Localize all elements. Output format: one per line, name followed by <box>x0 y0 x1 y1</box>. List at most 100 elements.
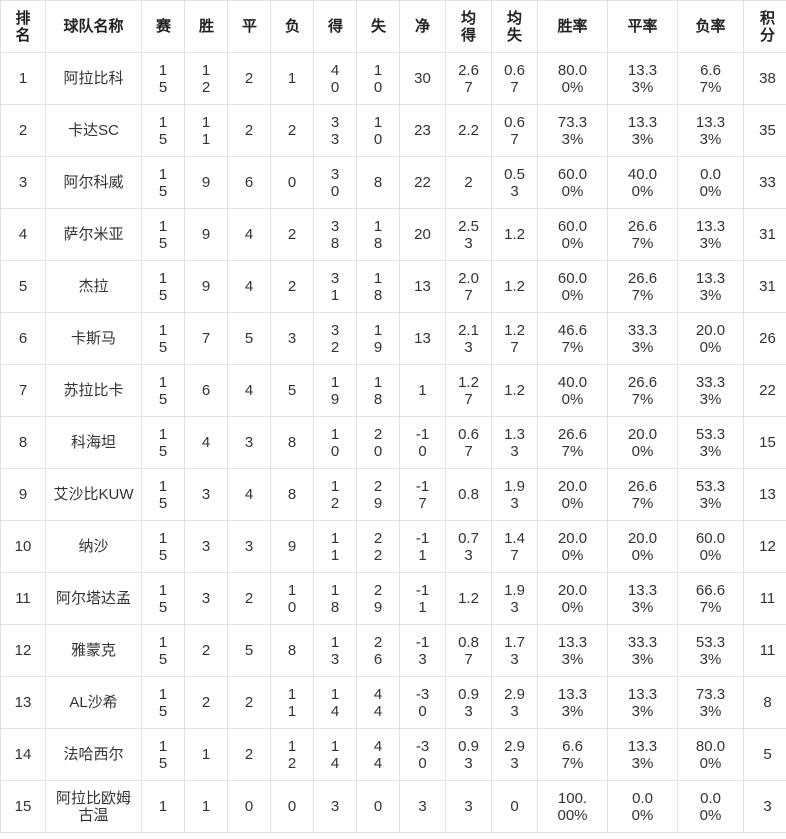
cell-losses: 2 <box>270 208 314 261</box>
column-header-loss_rate: 负率 <box>677 0 744 53</box>
cell-goals_against: 18 <box>356 260 400 313</box>
cell-loss_rate: 53.33% <box>677 468 744 521</box>
cell-avg_goals_for: 0.93 <box>445 676 492 729</box>
cell-win_rate: 100.00% <box>537 780 608 833</box>
column-header-points: 积分 <box>743 0 786 53</box>
cell-wins: 1 <box>184 728 228 781</box>
table-row: 11 阿尔塔达孟 15 3 2 10 18 29 -11 1.2 1.93 20.00% 13.33% 6… <box>0 572 786 625</box>
cell-draw_rate: 13.33% <box>607 676 678 729</box>
cell-rank: 15 <box>0 780 46 833</box>
cell-team: 科海坦 <box>45 416 142 469</box>
cell-win_rate: 13.33% <box>537 624 608 677</box>
cell-wins: 9 <box>184 156 228 209</box>
cell-team: 雅蒙克 <box>45 624 142 677</box>
cell-points: 13 <box>743 468 786 521</box>
cell-draws: 2 <box>227 104 271 157</box>
cell-wins: 3 <box>184 520 228 573</box>
cell-goals_for: 14 <box>313 676 357 729</box>
cell-avg_goals_for: 0.67 <box>445 416 492 469</box>
cell-points: 5 <box>743 728 786 781</box>
cell-goal_diff: 1 <box>399 364 446 417</box>
cell-avg_goals_against: 1.2 <box>491 208 538 261</box>
cell-goal_diff: 13 <box>399 260 446 313</box>
cell-goals_against: 22 <box>356 520 400 573</box>
cell-draw_rate: 13.33% <box>607 728 678 781</box>
cell-goals_against: 29 <box>356 572 400 625</box>
cell-played: 1 <box>141 780 185 833</box>
cell-goals_for: 33 <box>313 104 357 157</box>
cell-draw_rate: 13.33% <box>607 52 678 105</box>
cell-rank: 11 <box>0 572 46 625</box>
cell-team: 阿尔科威 <box>45 156 142 209</box>
cell-avg_goals_for: 2 <box>445 156 492 209</box>
cell-draws: 4 <box>227 208 271 261</box>
cell-win_rate: 73.33% <box>537 104 608 157</box>
table-row: 8 科海坦 15 4 3 8 10 20 -10 0.67 1.33 26.67% 20.00% 53.3… <box>0 416 786 469</box>
column-header-losses: 负 <box>270 0 314 53</box>
cell-wins: 2 <box>184 676 228 729</box>
cell-avg_goals_against: 1.93 <box>491 468 538 521</box>
cell-goals_for: 11 <box>313 520 357 573</box>
column-header-win_rate: 胜率 <box>537 0 608 53</box>
cell-played: 15 <box>141 676 185 729</box>
cell-draws: 2 <box>227 728 271 781</box>
cell-loss_rate: 73.33% <box>677 676 744 729</box>
cell-goals_against: 20 <box>356 416 400 469</box>
cell-draws: 2 <box>227 52 271 105</box>
cell-played: 15 <box>141 312 185 365</box>
cell-points: 33 <box>743 156 786 209</box>
cell-rank: 12 <box>0 624 46 677</box>
table-row: 12 雅蒙克 15 2 5 8 13 26 -13 0.87 1.73 13.33% 33.33% 53.… <box>0 624 786 677</box>
cell-avg_goals_against: 1.73 <box>491 624 538 677</box>
cell-wins: 6 <box>184 364 228 417</box>
cell-goals_against: 18 <box>356 364 400 417</box>
cell-goal_diff: 13 <box>399 312 446 365</box>
cell-goal_diff: 20 <box>399 208 446 261</box>
cell-rank: 7 <box>0 364 46 417</box>
cell-rank: 2 <box>0 104 46 157</box>
cell-goal_diff: -13 <box>399 624 446 677</box>
cell-loss_rate: 0.00% <box>677 156 744 209</box>
cell-rank: 10 <box>0 520 46 573</box>
cell-goals_for: 31 <box>313 260 357 313</box>
cell-avg_goals_against: 1.33 <box>491 416 538 469</box>
cell-draw_rate: 40.00% <box>607 156 678 209</box>
cell-losses: 5 <box>270 364 314 417</box>
cell-win_rate: 20.00% <box>537 520 608 573</box>
cell-losses: 11 <box>270 676 314 729</box>
cell-draw_rate: 13.33% <box>607 572 678 625</box>
cell-draws: 0 <box>227 780 271 833</box>
cell-goal_diff: -30 <box>399 728 446 781</box>
cell-loss_rate: 0.00% <box>677 780 744 833</box>
table-row: 1 阿拉比科 15 12 2 1 40 10 30 2.67 0.67 80.00% 13.33% 6.6… <box>0 52 786 105</box>
cell-team: 纳沙 <box>45 520 142 573</box>
cell-goals_against: 19 <box>356 312 400 365</box>
table-row: 6 卡斯马 15 7 5 3 32 19 13 2.13 1.27 46.67% 33.33% 20.00… <box>0 312 786 365</box>
cell-goals_against: 0 <box>356 780 400 833</box>
cell-goal_diff: -17 <box>399 468 446 521</box>
cell-rank: 14 <box>0 728 46 781</box>
cell-avg_goals_for: 0.87 <box>445 624 492 677</box>
cell-goal_diff: -11 <box>399 572 446 625</box>
table-row: 2 卡达SC 15 11 2 2 33 10 23 2.2 0.67 73.33% 13.33% 13.3… <box>0 104 786 157</box>
cell-draw_rate: 26.67% <box>607 208 678 261</box>
cell-draws: 5 <box>227 624 271 677</box>
cell-goal_diff: 22 <box>399 156 446 209</box>
cell-goal_diff: -10 <box>399 416 446 469</box>
cell-goals_for: 12 <box>313 468 357 521</box>
cell-avg_goals_for: 2.07 <box>445 260 492 313</box>
cell-draws: 4 <box>227 364 271 417</box>
cell-avg_goals_for: 0.73 <box>445 520 492 573</box>
cell-goals_against: 10 <box>356 52 400 105</box>
cell-avg_goals_against: 0.53 <box>491 156 538 209</box>
cell-losses: 2 <box>270 260 314 313</box>
cell-avg_goals_against: 1.47 <box>491 520 538 573</box>
cell-loss_rate: 53.33% <box>677 416 744 469</box>
cell-wins: 9 <box>184 208 228 261</box>
column-header-goal_diff: 净 <box>399 0 446 53</box>
table-row: 3 阿尔科威 15 9 6 0 30 8 22 2 0.53 60.00% 40.00% 0.00% 33 <box>0 156 786 209</box>
column-header-draws: 平 <box>227 0 271 53</box>
cell-goals_for: 32 <box>313 312 357 365</box>
cell-loss_rate: 80.00% <box>677 728 744 781</box>
